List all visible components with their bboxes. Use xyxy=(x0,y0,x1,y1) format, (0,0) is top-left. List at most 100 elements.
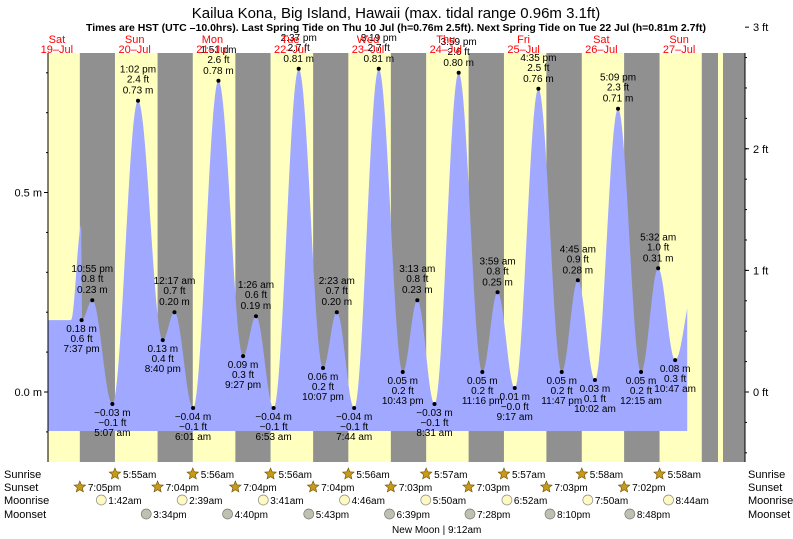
tide-time: 6:53 am xyxy=(256,432,292,443)
moonrise-time: 7:50am xyxy=(595,496,628,507)
moonset-time: 7:28pm xyxy=(477,510,510,521)
right-axis-tick-label: 2 ft xyxy=(753,144,768,156)
tide-height-m: 0.20 m xyxy=(159,297,190,308)
tide-point xyxy=(136,98,141,103)
right-axis-tick-label: 1 ft xyxy=(753,265,768,277)
tide-height-m: 0.78 m xyxy=(203,66,234,77)
tide-time: 7:37 pm xyxy=(64,344,100,355)
tide-height-m: −0.04 m xyxy=(175,412,211,423)
tide-time: 10:07 pm xyxy=(302,392,344,403)
tide-point xyxy=(536,86,541,91)
tide-height-m: 0.19 m xyxy=(241,301,272,312)
sunrise-time: 5:57am xyxy=(434,470,467,481)
low-tide-label: −0.04 m−0.1 ft6:01 am xyxy=(175,412,211,443)
tide-height-m: 0.13 m xyxy=(147,344,178,355)
tide-point xyxy=(639,370,644,375)
tide-height-m: 0.81 m xyxy=(283,54,314,65)
moonrise-time: 6:52am xyxy=(514,496,547,507)
day-of-week-label: Tue xyxy=(281,34,300,46)
tide-point xyxy=(559,370,564,375)
date-label: 19–Jul xyxy=(41,44,73,56)
tide-height-ft: 0.8 ft xyxy=(81,274,103,285)
tide-height-ft: −0.1 ft xyxy=(98,418,126,429)
moonrise-row-label-right: Moonrise xyxy=(748,495,793,507)
sunset-icon xyxy=(151,480,165,493)
moonrise-time: 1:42am xyxy=(108,496,141,507)
moonset-icon xyxy=(464,508,476,520)
date-label: 26–Jul xyxy=(585,44,617,56)
left-axis-tick-label: 0.0 m xyxy=(14,387,42,399)
tide-height-m: 0.73 m xyxy=(123,86,154,97)
sunset-time: 7:02pm xyxy=(632,483,665,494)
tide-height-m: 0.20 m xyxy=(322,297,353,308)
sunrise-time: 5:56am xyxy=(356,470,389,481)
tide-point xyxy=(321,366,326,371)
tide-height-m: 0.81 m xyxy=(363,54,394,65)
tide-time: 1:02 pm xyxy=(120,65,156,76)
moonset-time: 3:34pm xyxy=(153,510,186,521)
high-tide-label: 2:37 pm2.7 ft0.81 m xyxy=(281,33,317,65)
tide-time: 5:09 pm xyxy=(600,73,636,84)
tide-height-ft: 0.1 ft xyxy=(584,394,606,405)
plot-area xyxy=(48,53,745,462)
day-of-week-label: Sun xyxy=(125,34,145,46)
day-of-week-label: Thu xyxy=(436,34,455,46)
tide-time: 5:07 am xyxy=(94,428,130,439)
tide-point xyxy=(432,401,437,406)
high-tide-label: 3:13 am0.8 ft0.23 m xyxy=(399,264,435,296)
tide-height-ft: −0.1 ft xyxy=(420,418,448,429)
moonset-time: 5:43pm xyxy=(316,510,349,521)
tide-time: 7:44 am xyxy=(336,432,372,443)
tide-point xyxy=(400,370,405,375)
low-tide-label: 0.13 m0.4 ft8:40 pm xyxy=(145,344,181,375)
tide-height-m: −0.04 m xyxy=(336,412,372,423)
day-of-week-label: Sat xyxy=(49,34,66,46)
moonrise-icon xyxy=(95,494,107,506)
moonrise-icon xyxy=(663,494,674,506)
tide-height-ft: −0.1 ft xyxy=(179,422,207,433)
moonset-icon xyxy=(384,508,395,520)
tide-time: 10:55 pm xyxy=(71,264,113,275)
tide-height-m: 0.31 m xyxy=(643,253,674,264)
tide-height-ft: −0.1 ft xyxy=(260,422,288,433)
tide-time: 3:59 pm xyxy=(441,37,477,48)
tide-height-m: −0.04 m xyxy=(255,412,291,423)
tide-height-ft: 2.6 ft xyxy=(207,55,229,66)
moonrise-time: 4:46am xyxy=(352,496,385,507)
high-tide-label: 4:45 am0.9 ft0.28 m xyxy=(560,244,596,276)
date-label: 22–Jul xyxy=(274,44,306,56)
date-label: 23–Jul xyxy=(352,44,384,56)
chart-title: Kailua Kona, Big Island, Hawaii (max. ti… xyxy=(192,5,601,22)
high-tide-label: 1:51 pm2.6 ft0.78 m xyxy=(200,45,236,77)
sunset-icon xyxy=(539,480,553,493)
tide-height-m: 0.06 m xyxy=(308,372,339,383)
sunrise-icon xyxy=(341,467,355,480)
day-of-week-label: Sat xyxy=(593,34,610,46)
moonrise-time: 3:41am xyxy=(270,496,303,507)
tide-point xyxy=(296,66,301,71)
tide-time: 5:32 am xyxy=(640,232,676,243)
sunset-time: 7:03pm xyxy=(399,483,432,494)
sunrise-time: 5:55am xyxy=(123,470,156,481)
date-headers: Sat19–JulSun20–JulMon21–JulTue22–JulWed2… xyxy=(41,34,696,56)
tide-time: 11:47 pm xyxy=(541,396,582,407)
tide-height-m: 0.09 m xyxy=(228,360,259,371)
tide-point xyxy=(216,78,221,83)
sunset-time: 7:04pm xyxy=(321,483,354,494)
tide-point xyxy=(456,70,461,75)
tide-height-ft: 2.3 ft xyxy=(607,83,629,94)
tide-height-ft: 0.2 ft xyxy=(551,386,573,397)
tide-height-m: 0.05 m xyxy=(387,376,418,387)
sunset-time: 7:04pm xyxy=(166,483,199,494)
sunrise-time: 5:56am xyxy=(279,470,312,481)
moonrise-icon xyxy=(582,494,594,506)
sunset-icon xyxy=(73,480,87,493)
sunrise-time: 5:56am xyxy=(201,470,234,481)
tide-height-m: 0.23 m xyxy=(402,285,433,296)
low-tide-label: 0.01 m−0.0 ft9:17 am xyxy=(497,392,533,423)
moonset-row-label-right: Moonset xyxy=(748,509,790,521)
tide-height-ft: 2.6 ft xyxy=(448,47,470,58)
